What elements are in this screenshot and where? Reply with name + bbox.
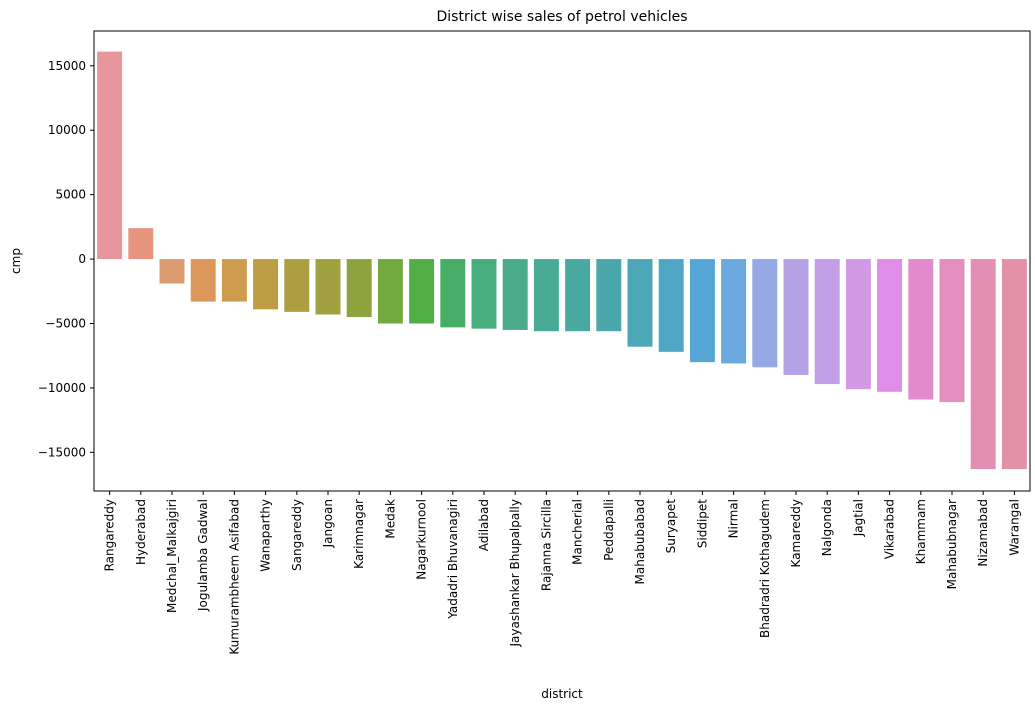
bar-jayashankar-bhupalpally	[502, 259, 528, 330]
x-tick-label: Mahabubabad	[633, 499, 647, 584]
bar-mahabubabad	[627, 259, 653, 347]
y-tick-label: −10000	[38, 381, 86, 395]
plot-frame	[93, 30, 1031, 492]
x-tick-label: Rajanna Sircilla	[539, 499, 553, 591]
x-tick-label: Rangareddy	[103, 499, 117, 571]
x-tick-label: Sangareddy	[290, 499, 304, 571]
bar-sangareddy	[284, 259, 310, 312]
x-tick-label: Jagtial	[851, 499, 865, 537]
x-tick-label: Vikarabad	[883, 499, 897, 559]
x-tick-label: Medak	[383, 499, 397, 539]
bar-kumurambheem-asifabad	[221, 259, 247, 302]
bar-yadadri-bhuvanagiri	[440, 259, 466, 328]
x-tick-label: Peddapalli	[602, 499, 616, 561]
y-tick-label: 5000	[55, 188, 86, 202]
bar-medchal-malkajgiri	[159, 259, 185, 284]
bar-hyderabad	[128, 228, 154, 260]
x-tick-label: Nagarkurnool	[415, 499, 429, 580]
bars-group	[97, 51, 1027, 470]
bar-jogulamba-gadwal	[190, 259, 216, 302]
bar-nalgonda	[814, 259, 840, 385]
bar-siddipet	[689, 259, 715, 363]
bar-wanaparthy	[253, 259, 279, 310]
bar-mancherial	[565, 259, 591, 332]
x-tick-label: Warangal	[1007, 499, 1021, 556]
chart-title: District wise sales of petrol vehicles	[437, 9, 688, 25]
bar-medak	[377, 259, 403, 324]
x-tick-label: Nizamabad	[976, 499, 990, 567]
x-tick-label: Suryapet	[664, 499, 678, 554]
x-tick-label: Wanaparthy	[259, 499, 273, 572]
x-axis: Rangareddy Hyderabad Medchal_Malkajgiri Jog…	[103, 491, 1021, 655]
bar-nirmal	[721, 259, 747, 364]
x-tick-label: Mahabubnagar	[945, 499, 959, 589]
y-tick-label: 0	[78, 252, 86, 266]
bar-kamareddy	[783, 259, 809, 376]
x-tick-label: Jogulamba Gadwal	[196, 499, 210, 612]
bar-rangareddy	[97, 51, 123, 260]
bar-vikarabad	[877, 259, 903, 392]
y-tick-label: −5000	[45, 317, 86, 331]
x-tick-label: Jangoan	[321, 499, 335, 548]
y-tick-label: 15000	[48, 59, 86, 73]
x-tick-label: Karimnagar	[352, 499, 366, 569]
x-tick-label: Mancherial	[571, 499, 585, 565]
bar-nagarkurnool	[409, 259, 435, 324]
bar-rajanna-sircilla	[533, 259, 559, 332]
bar-khammam	[908, 259, 934, 400]
bar-nizamabad	[970, 259, 996, 470]
bar-karimnagar	[346, 259, 372, 318]
bar-warangal	[1001, 259, 1027, 470]
bar-adilabad	[471, 259, 497, 329]
bar-bhadradri-kothagudem	[752, 259, 778, 368]
x-tick-label: Nalgonda	[820, 499, 834, 556]
x-tick-label: Medchal_Malkajgiri	[165, 499, 179, 613]
bar-suryapet	[658, 259, 684, 352]
y-tick-label: −15000	[38, 445, 86, 459]
x-tick-label: Khammam	[914, 499, 928, 564]
x-tick-label: Yadadri Bhuvanagiri	[446, 499, 460, 620]
x-tick-label: Siddipet	[695, 499, 709, 549]
x-tick-label: Nirmal	[727, 499, 741, 538]
bar-jagtial	[845, 259, 871, 390]
bar-peddapalli	[596, 259, 622, 332]
y-tick-label: 10000	[48, 123, 86, 137]
x-tick-label: Hyderabad	[134, 499, 148, 565]
x-tick-label: Bhadradri Kothagudem	[758, 499, 772, 638]
y-axis-label: cmp	[9, 248, 23, 274]
x-axis-label: district	[541, 687, 583, 701]
x-tick-label: Kumurambheem Asifabad	[227, 499, 241, 655]
bar-mahabubnagar	[939, 259, 965, 403]
x-tick-label: Adilabad	[477, 499, 491, 551]
y-axis: −15000 −10000 −5000 0 5000 10000 15000	[38, 59, 94, 459]
x-tick-label: Kamareddy	[789, 499, 803, 567]
bar-jangoan	[315, 259, 341, 315]
x-tick-label: Jayashankar Bhupalpally	[508, 499, 522, 648]
